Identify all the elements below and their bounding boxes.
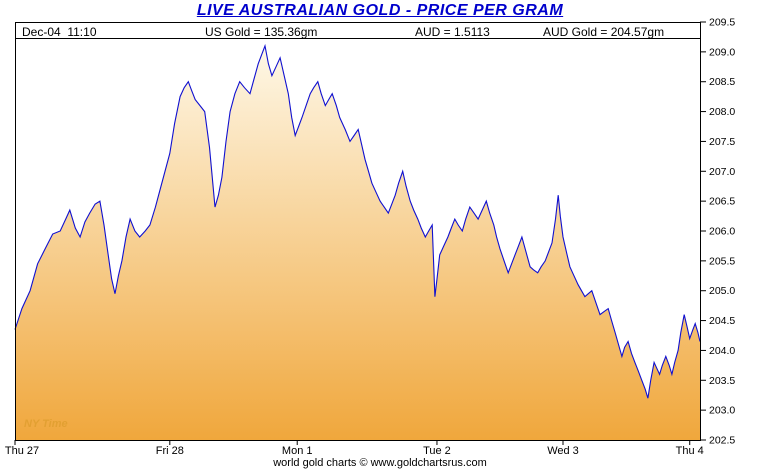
x-axis-label: Wed 3 bbox=[547, 445, 579, 457]
y-axis-label: 207.5 bbox=[709, 136, 735, 148]
y-axis-label: 209.0 bbox=[709, 46, 735, 58]
x-axis-label: Tue 2 bbox=[423, 445, 451, 457]
y-axis-label: 206.0 bbox=[709, 226, 735, 238]
y-axis-label: 204.0 bbox=[709, 345, 735, 357]
y-axis-label: 206.5 bbox=[709, 196, 735, 208]
y-axis-label: 205.0 bbox=[709, 285, 735, 297]
x-axis-label: Thu 4 bbox=[676, 445, 704, 457]
y-axis-label: 202.5 bbox=[709, 435, 735, 447]
page-title: LIVE AUSTRALIAN GOLD - PRICE PER GRAM bbox=[196, 2, 564, 19]
price-area bbox=[15, 45, 700, 441]
ny-time-label: NY Time bbox=[24, 418, 68, 430]
us-gold-quote: US Gold = 135.36gm bbox=[205, 25, 318, 39]
y-axis-label: 208.0 bbox=[709, 106, 735, 118]
x-axis-label: Thu 27 bbox=[5, 445, 39, 457]
y-axis-label: 209.5 bbox=[709, 17, 735, 29]
x-axis-label: Mon 1 bbox=[282, 445, 313, 457]
y-axis-label: 204.5 bbox=[709, 315, 735, 327]
copyright-credit: world gold charts © www.goldchartsrus.co… bbox=[273, 457, 487, 469]
x-axis-label: Fri 28 bbox=[156, 445, 184, 457]
y-axis-label: 207.0 bbox=[709, 166, 735, 178]
y-axis-label: 208.5 bbox=[709, 76, 735, 88]
price-line bbox=[14, 43, 701, 399]
aud-gold-quote: AUD Gold = 204.57gm bbox=[543, 25, 665, 39]
timestamp-label: Dec-04 11:10 bbox=[22, 25, 97, 39]
aud-rate-quote: AUD = 1.5113 bbox=[415, 25, 490, 39]
y-axis-label: 205.5 bbox=[709, 255, 735, 267]
y-axis-label: 203.0 bbox=[709, 405, 735, 417]
y-axis-label: 203.5 bbox=[709, 375, 735, 387]
